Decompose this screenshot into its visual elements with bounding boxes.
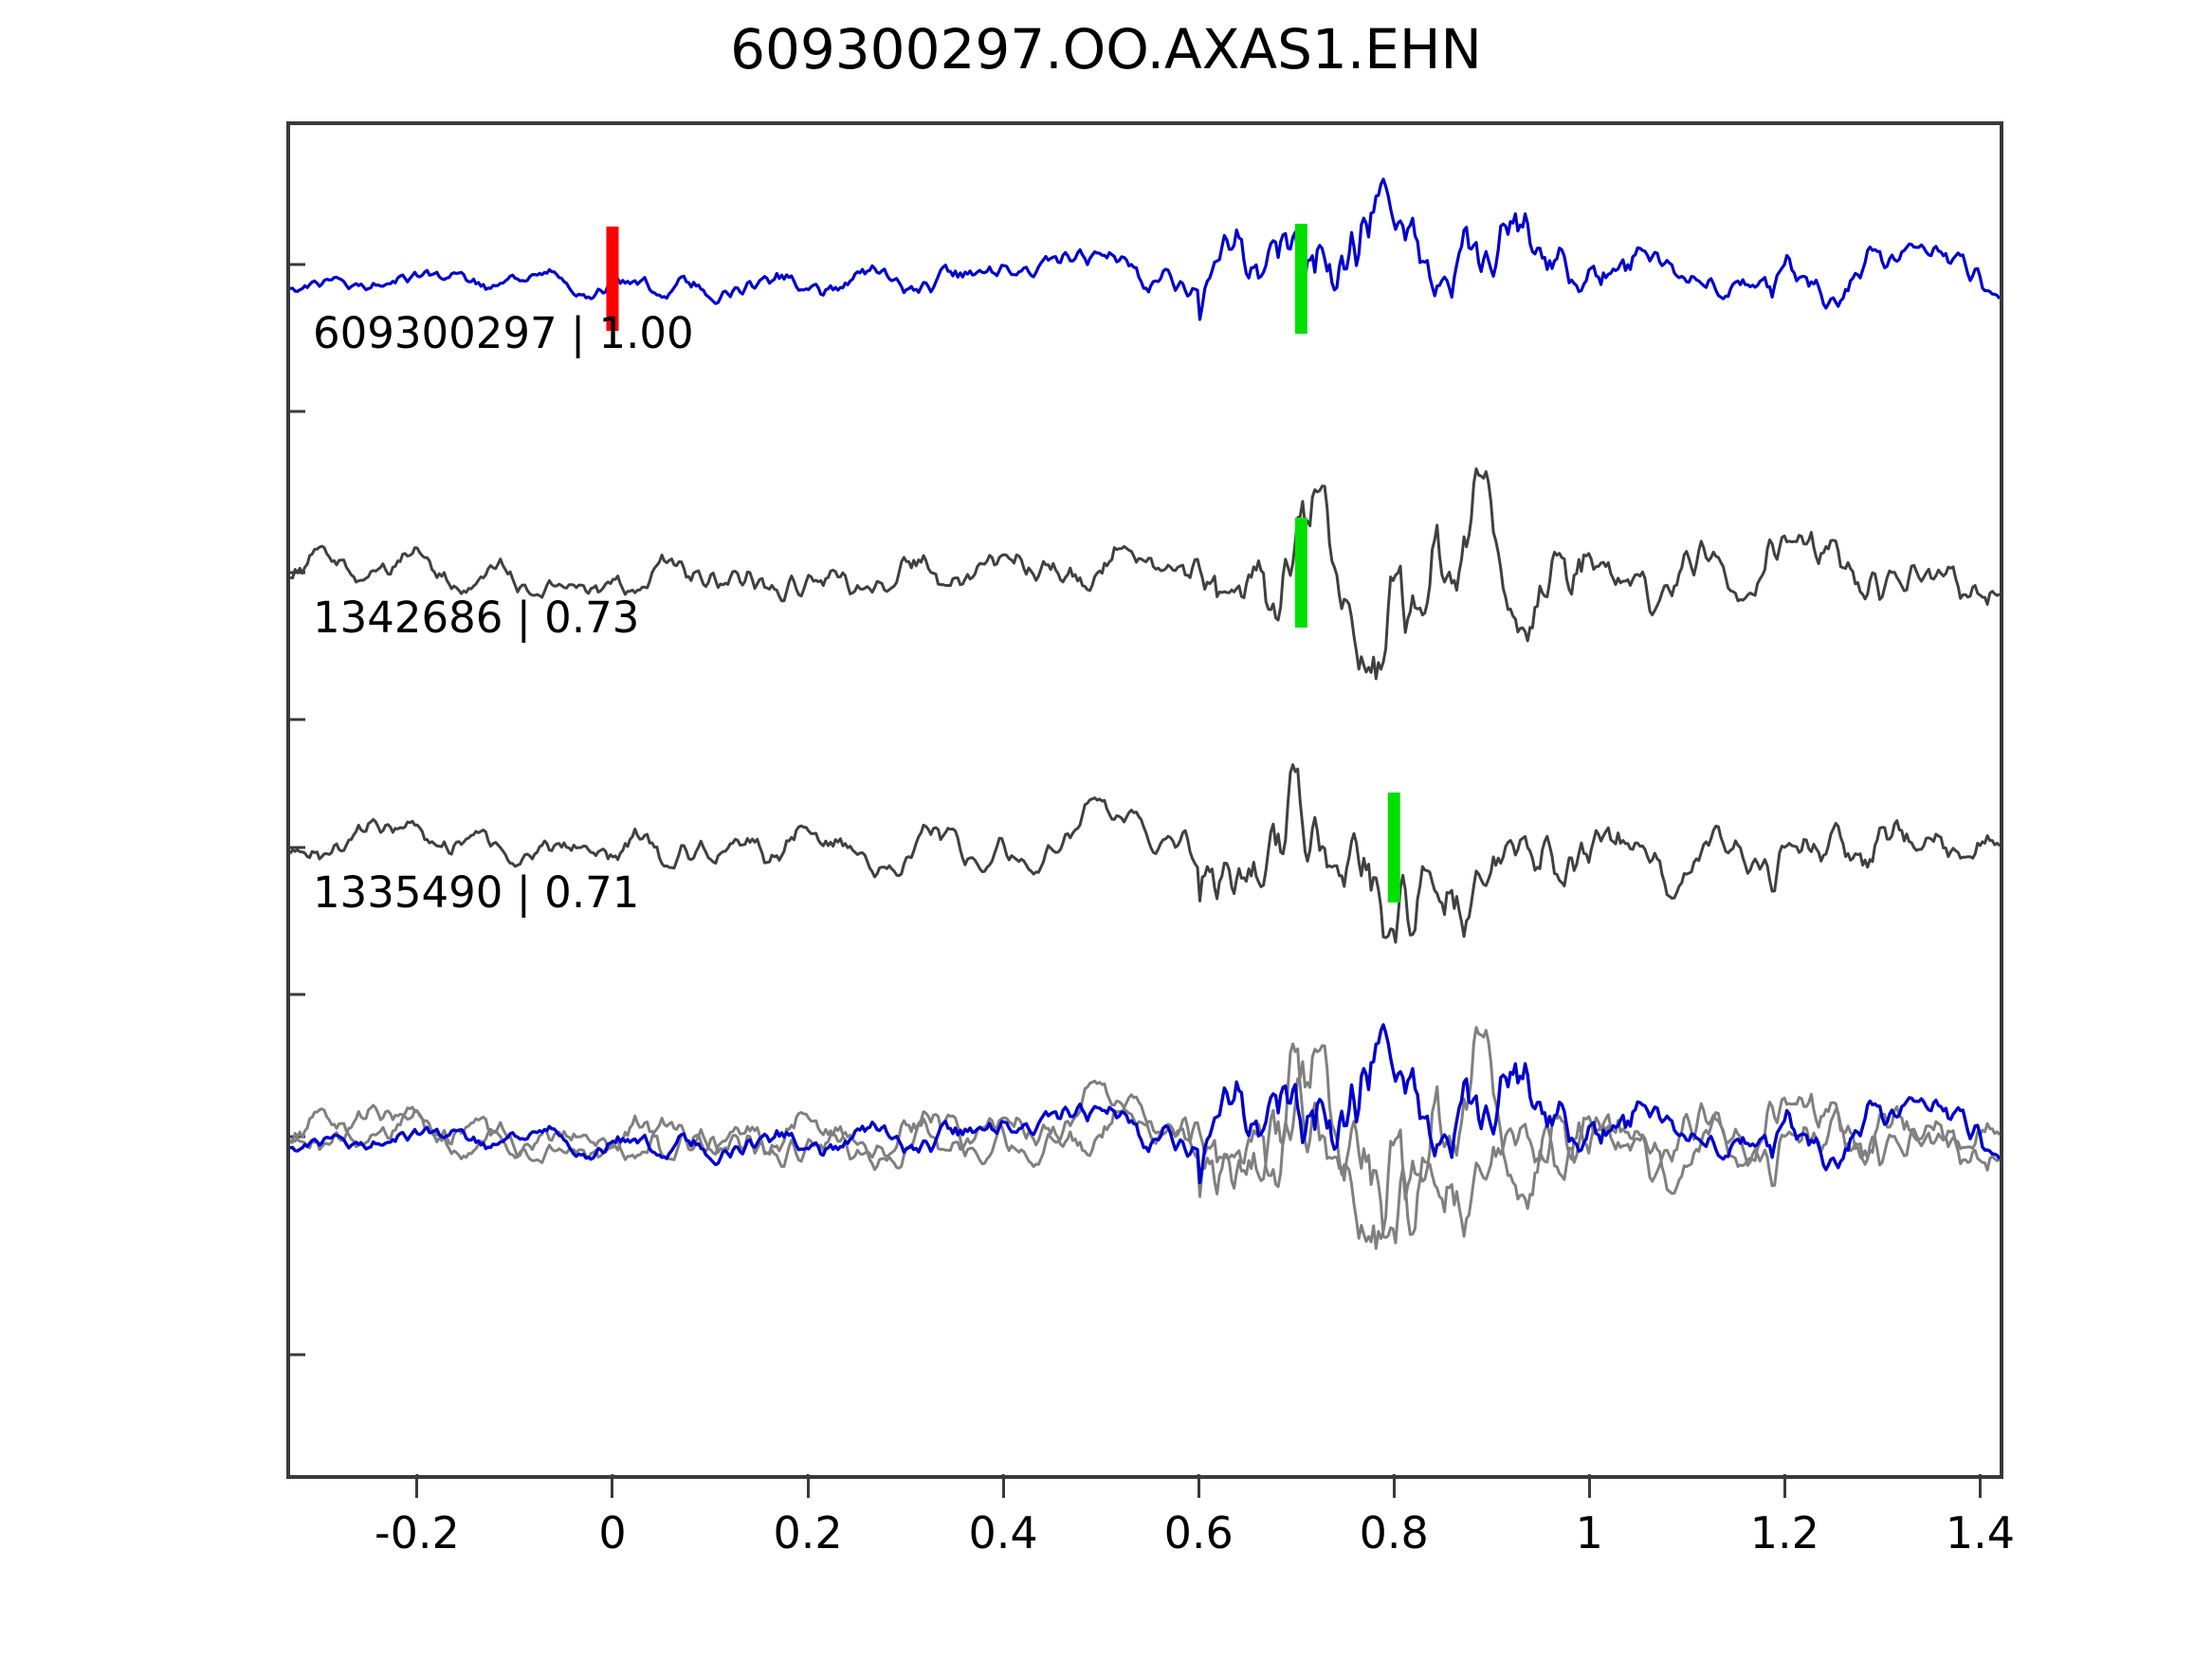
- pick-green-marker: [1294, 224, 1307, 334]
- x-axis-tick-label: 0.6: [1163, 1507, 1234, 1559]
- x-axis-tick-label: 1.4: [1945, 1507, 2015, 1559]
- x-axis-tick-label: 0: [598, 1507, 627, 1559]
- pick-red-marker: [606, 227, 619, 331]
- trace-label-1: 1342686 | 0.73: [313, 592, 640, 643]
- trace-label-2: 1335490 | 0.71: [313, 867, 640, 918]
- page-title: 609300297.OO.AXAS1.EHN: [730, 17, 1482, 82]
- x-axis-tick-mark: [1392, 1479, 1396, 1498]
- x-axis-tick-mark: [611, 1479, 614, 1498]
- x-axis-tick-label: 0.8: [1359, 1507, 1429, 1559]
- x-axis-tick-mark: [1978, 1479, 1982, 1498]
- x-axis-tick-mark: [1001, 1479, 1005, 1498]
- x-axis-tick-label: -0.2: [375, 1507, 460, 1559]
- x-axis-tick-label: 1: [1575, 1507, 1603, 1559]
- waveform-canvas: [290, 177, 2000, 1475]
- x-axis-tick-mark: [806, 1479, 810, 1498]
- x-axis-tick-label: 0.4: [968, 1507, 1038, 1559]
- x-axis-tick-mark: [1197, 1479, 1200, 1498]
- x-axis-tick-mark: [1782, 1479, 1786, 1498]
- overlay-trace-1335490: [290, 1042, 2000, 1245]
- waveform-trace-609300297: [290, 177, 2000, 321]
- pick-green-marker: [1294, 518, 1307, 628]
- x-axis-tick-label: 0.2: [773, 1507, 843, 1559]
- x-axis-tick-mark: [1587, 1479, 1591, 1498]
- x-axis-tick-mark: [415, 1479, 419, 1498]
- overlay-trace-609300297: [290, 1023, 2000, 1185]
- plot-area: [286, 121, 2003, 1479]
- waveform-trace-1335490: [290, 763, 2000, 944]
- trace-label-0: 609300297 | 1.00: [313, 308, 694, 358]
- waveform-trace-1342686: [290, 467, 2000, 681]
- x-axis-tick-label: 1.2: [1749, 1507, 1819, 1559]
- pick-green-marker: [1387, 793, 1400, 902]
